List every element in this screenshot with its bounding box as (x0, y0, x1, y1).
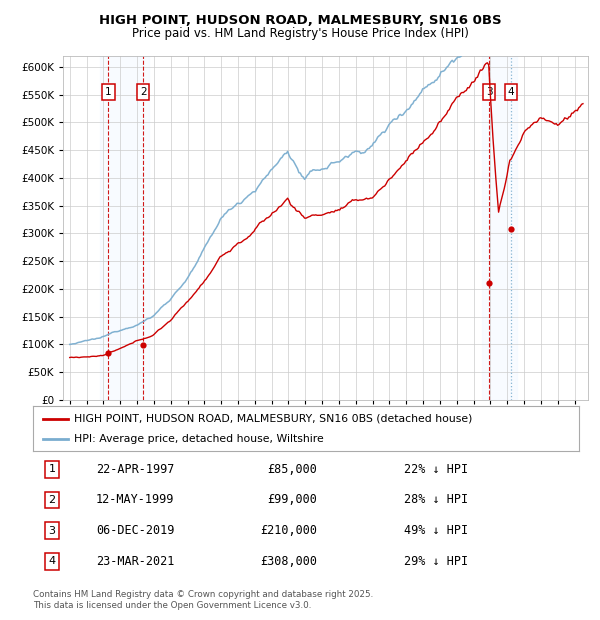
Text: 3: 3 (486, 87, 493, 97)
Text: 4: 4 (49, 556, 56, 566)
Text: 1: 1 (49, 464, 56, 474)
Text: £99,000: £99,000 (267, 494, 317, 507)
Text: Contains HM Land Registry data © Crown copyright and database right 2025.: Contains HM Land Registry data © Crown c… (33, 590, 373, 600)
Text: 1: 1 (105, 87, 112, 97)
Text: Price paid vs. HM Land Registry's House Price Index (HPI): Price paid vs. HM Land Registry's House … (131, 27, 469, 40)
Text: This data is licensed under the Open Government Licence v3.0.: This data is licensed under the Open Gov… (33, 601, 311, 611)
Bar (100, 56, 149, 400)
Text: 29% ↓ HPI: 29% ↓ HPI (404, 555, 469, 568)
Text: HIGH POINT, HUDSON ROAD, MALMESBURY, SN16 0BS (detached house): HIGH POINT, HUDSON ROAD, MALMESBURY, SN1… (74, 414, 472, 424)
Text: 4: 4 (508, 87, 514, 97)
Text: 23-MAR-2021: 23-MAR-2021 (96, 555, 174, 568)
Text: 49% ↓ HPI: 49% ↓ HPI (404, 524, 469, 537)
Bar (482, 56, 517, 400)
Text: HIGH POINT, HUDSON ROAD, MALMESBURY, SN16 0BS: HIGH POINT, HUDSON ROAD, MALMESBURY, SN1… (98, 14, 502, 27)
Text: 3: 3 (49, 526, 56, 536)
Text: £210,000: £210,000 (260, 524, 317, 537)
Text: £308,000: £308,000 (260, 555, 317, 568)
Text: 06-DEC-2019: 06-DEC-2019 (96, 524, 174, 537)
Text: 12-MAY-1999: 12-MAY-1999 (96, 494, 174, 507)
Text: 22% ↓ HPI: 22% ↓ HPI (404, 463, 469, 476)
Text: 28% ↓ HPI: 28% ↓ HPI (404, 494, 469, 507)
Text: HPI: Average price, detached house, Wiltshire: HPI: Average price, detached house, Wilt… (74, 434, 324, 444)
Text: 22-APR-1997: 22-APR-1997 (96, 463, 174, 476)
Text: 2: 2 (140, 87, 146, 97)
Text: £85,000: £85,000 (267, 463, 317, 476)
Text: 2: 2 (49, 495, 56, 505)
